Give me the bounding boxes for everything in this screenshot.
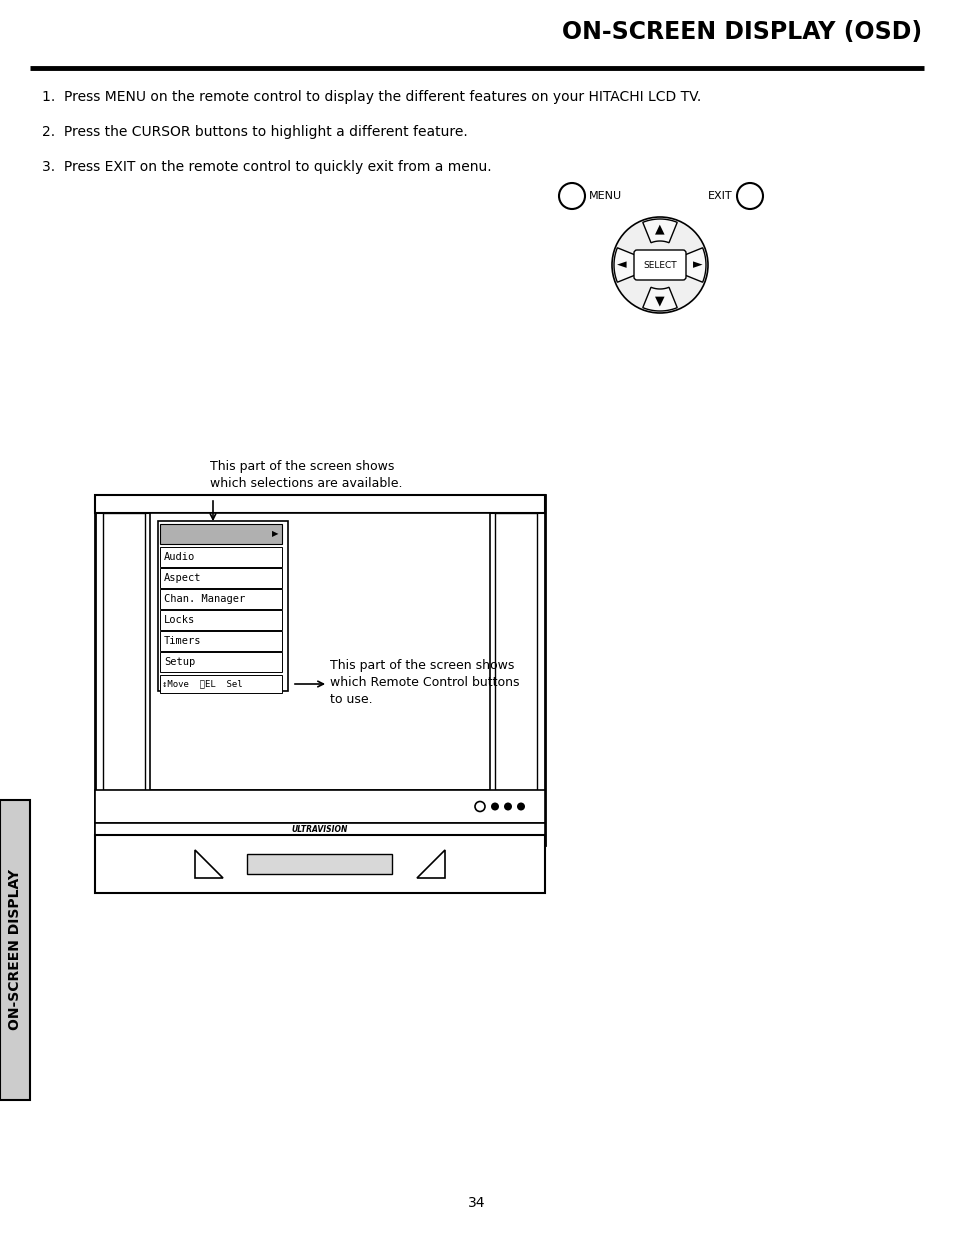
- Bar: [95, 495, 544, 845]
- Bar: [160, 589, 282, 609]
- Text: EXIT: EXIT: [708, 191, 732, 201]
- Text: Aspect: Aspect: [164, 573, 201, 583]
- Text: ON-SCREEN DISPLAY (OSD): ON-SCREEN DISPLAY (OSD): [561, 20, 921, 44]
- Polygon shape: [642, 219, 677, 243]
- Bar: [495, 513, 537, 790]
- Text: 3.  Press EXIT on the remote control to quickly exit from a menu.: 3. Press EXIT on the remote control to q…: [42, 161, 491, 174]
- Text: ON-SCREEN DISPLAY: ON-SCREEN DISPLAY: [8, 869, 22, 1030]
- Circle shape: [517, 803, 524, 810]
- Text: SELECT: SELECT: [642, 261, 676, 269]
- Text: MENU: MENU: [588, 191, 621, 201]
- Bar: [160, 568, 282, 588]
- Bar: [158, 521, 288, 692]
- Text: Audio: Audio: [164, 552, 195, 562]
- Bar: [160, 547, 282, 567]
- Bar: [160, 610, 282, 630]
- Bar: [150, 513, 490, 790]
- Polygon shape: [614, 248, 637, 283]
- Text: ▶: ▶: [272, 530, 277, 538]
- Text: Chan. Manager: Chan. Manager: [164, 594, 245, 604]
- Bar: [247, 853, 392, 874]
- Text: This part of the screen shows: This part of the screen shows: [330, 659, 514, 672]
- Bar: [95, 835, 544, 893]
- Text: ◄: ◄: [617, 258, 626, 272]
- Bar: [95, 823, 544, 835]
- Polygon shape: [642, 288, 677, 311]
- Text: to use.: to use.: [330, 693, 373, 706]
- Bar: [160, 652, 282, 672]
- Bar: [103, 513, 145, 790]
- Text: This part of the screen shows: This part of the screen shows: [210, 459, 394, 473]
- Text: ULTRAVISION: ULTRAVISION: [292, 825, 348, 834]
- Text: 34: 34: [468, 1195, 485, 1210]
- Text: Setup: Setup: [164, 657, 195, 667]
- Text: which Remote Control buttons: which Remote Control buttons: [330, 676, 519, 689]
- Polygon shape: [681, 248, 705, 283]
- Text: ↕Move  ⓈEL  Sel: ↕Move ⓈEL Sel: [162, 679, 242, 688]
- Bar: [95, 790, 544, 823]
- Text: 1.  Press MENU on the remote control to display the different features on your H: 1. Press MENU on the remote control to d…: [42, 90, 700, 104]
- Bar: [95, 495, 544, 513]
- Text: ▲: ▲: [655, 222, 664, 236]
- Text: ▼: ▼: [655, 294, 664, 308]
- Bar: [160, 676, 282, 693]
- Text: Locks: Locks: [164, 615, 195, 625]
- Text: ►: ►: [693, 258, 702, 272]
- Circle shape: [612, 217, 707, 312]
- Circle shape: [503, 803, 512, 810]
- Text: which selections are available.: which selections are available.: [210, 477, 402, 490]
- Text: 2.  Press the CURSOR buttons to highlight a different feature.: 2. Press the CURSOR buttons to highlight…: [42, 125, 467, 140]
- FancyBboxPatch shape: [634, 249, 685, 280]
- Bar: [160, 524, 282, 543]
- Text: Timers: Timers: [164, 636, 201, 646]
- Bar: [0, 800, 30, 1100]
- Bar: [160, 631, 282, 651]
- Circle shape: [491, 803, 498, 810]
